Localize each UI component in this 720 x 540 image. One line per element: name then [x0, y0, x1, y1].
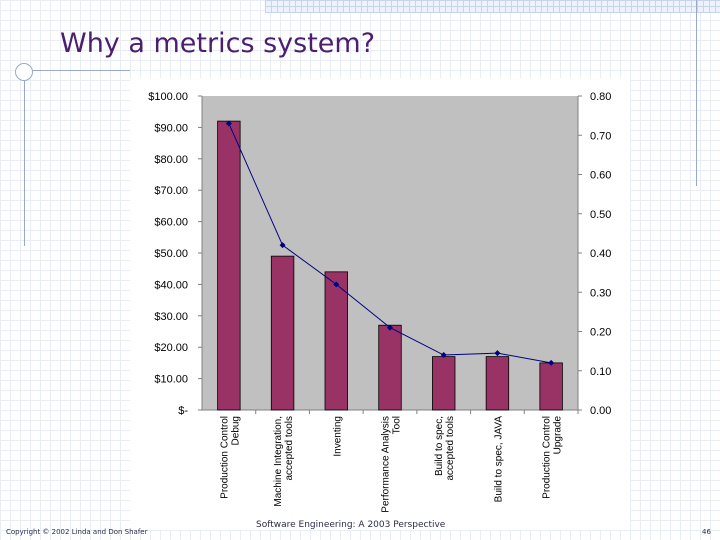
y2-tick-label: 0.60	[590, 170, 611, 182]
bar	[432, 356, 456, 411]
y-tick-label: $100.00	[148, 91, 188, 103]
line-point	[387, 324, 393, 331]
y-tick-label: $-	[178, 405, 188, 417]
y2-tick-label: 0.00	[590, 405, 611, 417]
y-tick-label: $20.00	[154, 342, 188, 354]
y-tick-label: $70.00	[154, 185, 188, 197]
x-tick-label-line: Performance Analysis	[381, 416, 392, 513]
x-tick-label-line: Build to spec, JAVA	[493, 416, 504, 503]
y2-tick-label: 0.10	[590, 366, 611, 378]
right-decorative-rule	[696, 0, 697, 186]
line-point	[440, 352, 447, 359]
x-tick-label-line: Tool	[392, 416, 403, 434]
x-tick-label: Machine Integration, accepted tools	[273, 416, 295, 507]
y2-tick-label: 0.30	[590, 287, 611, 299]
y-tick-label: $30.00	[154, 311, 188, 323]
y2-tick-label: 0.40	[590, 248, 611, 260]
x-tick-label: Production Control Upgrade	[542, 416, 564, 499]
bar	[539, 362, 563, 411]
x-tick-label: Build to spec, JAVA	[493, 416, 504, 503]
x-tick-label-line: Debug	[230, 416, 241, 445]
circle-ornament-icon	[15, 63, 33, 81]
line-point	[333, 281, 340, 288]
x-tick-label-line: Machine Integration,	[273, 416, 284, 507]
line-point	[279, 242, 286, 249]
y-tick-label: $60.00	[154, 217, 188, 229]
y-tick-label: $50.00	[154, 248, 188, 260]
x-tick-label: Build to spec, accepted tools	[434, 416, 456, 481]
bar	[217, 120, 241, 411]
x-tick-label-line: Production Control	[219, 416, 230, 499]
y2-tick-label: 0.80	[590, 91, 611, 103]
x-tick-label-line: accepted tools	[445, 416, 456, 481]
y-tick-label: $10.00	[154, 374, 188, 386]
bar	[485, 356, 510, 411]
title-underline	[18, 70, 130, 71]
left-decorative-rule	[24, 66, 25, 246]
y2-tick-label: 0.50	[590, 209, 611, 221]
line-point	[494, 350, 501, 357]
line-point	[225, 120, 232, 127]
x-tick-label-line: Build to spec,	[434, 416, 445, 476]
bar	[270, 255, 295, 411]
course-footer: Software Engineering: A 2003 Perspective	[256, 520, 446, 530]
bar	[324, 271, 348, 411]
y-tick-label: $80.00	[154, 154, 188, 166]
x-tick-label-line: Inventing	[332, 416, 343, 457]
y2-tick-label: 0.70	[590, 130, 611, 142]
copyright-footer: Copyright © 2002 Linda and Don Shafer	[6, 528, 148, 536]
bar	[378, 324, 402, 411]
x-tick-label: Production Control Debug	[219, 416, 241, 499]
y-tick-label: $90.00	[154, 122, 188, 134]
page-number: 46	[702, 528, 711, 536]
y-tick-label: $40.00	[154, 279, 188, 291]
slide-title: Why a metrics system?	[60, 28, 376, 59]
x-tick-label-line: Production Control	[542, 416, 553, 499]
line-point	[548, 359, 555, 366]
top-decorative-band	[265, 0, 720, 13]
x-tick-label-line: Upgrade	[553, 416, 564, 455]
metrics-chart: $100.00 $90.00 $80.00 $70.00 $60.00 $50.00 $40…	[148, 91, 611, 513]
x-tick-label: Performance Analysis Tool	[381, 416, 403, 513]
x-tick-label: Inventing	[332, 416, 343, 457]
y2-tick-label: 0.20	[590, 327, 611, 339]
x-tick-label-line: accepted tools	[284, 416, 295, 481]
